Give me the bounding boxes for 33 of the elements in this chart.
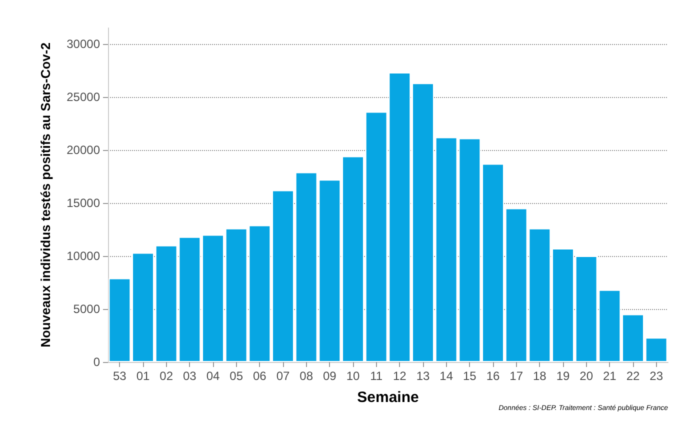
- x-tick-label: 08: [300, 369, 314, 383]
- x-tick-label: 22: [626, 369, 640, 383]
- y-tick-label: 20000: [66, 142, 100, 157]
- y-tick-label: 10000: [66, 248, 100, 263]
- x-tick-label: 09: [322, 369, 337, 383]
- x-tick-label: 04: [206, 369, 220, 383]
- x-tick-label: 15: [462, 369, 477, 383]
- y-axis-title: Nouveaux individus testés positifs au Sars-Cov-2: [38, 42, 53, 348]
- x-tick-label: 07: [276, 369, 290, 383]
- x-tick-label: 14: [440, 369, 454, 383]
- x-tick-label: 53: [112, 369, 127, 383]
- y-tick-label: 30000: [66, 36, 100, 51]
- x-tick-label: 23: [650, 369, 664, 383]
- x-axis-title: Semaine: [357, 389, 419, 406]
- x-tick-label: 21: [602, 369, 617, 383]
- x-tick-label: 02: [160, 369, 174, 383]
- y-tick-label: 0: [93, 355, 100, 369]
- x-tick-label: 10: [346, 369, 360, 383]
- y-tick-label: 15000: [66, 196, 100, 210]
- x-tick-label: 11: [370, 369, 383, 383]
- x-tick-label: 16: [486, 369, 500, 383]
- x-tick-label: 05: [230, 369, 244, 383]
- x-tick-label: 03: [182, 369, 197, 383]
- x-tick-label: 13: [416, 369, 430, 383]
- x-tick-label: 19: [556, 369, 570, 383]
- x-tick-label: 12: [392, 369, 407, 383]
- x-tick-label: 18: [532, 369, 547, 383]
- y-tick-label: 25000: [66, 90, 100, 104]
- x-tick-label: 20: [580, 369, 594, 383]
- x-tick-label: 17: [510, 369, 524, 383]
- x-tick-label: 01: [136, 369, 150, 383]
- x-tick-label: 06: [252, 369, 267, 383]
- y-tick-label: 5000: [73, 302, 100, 316]
